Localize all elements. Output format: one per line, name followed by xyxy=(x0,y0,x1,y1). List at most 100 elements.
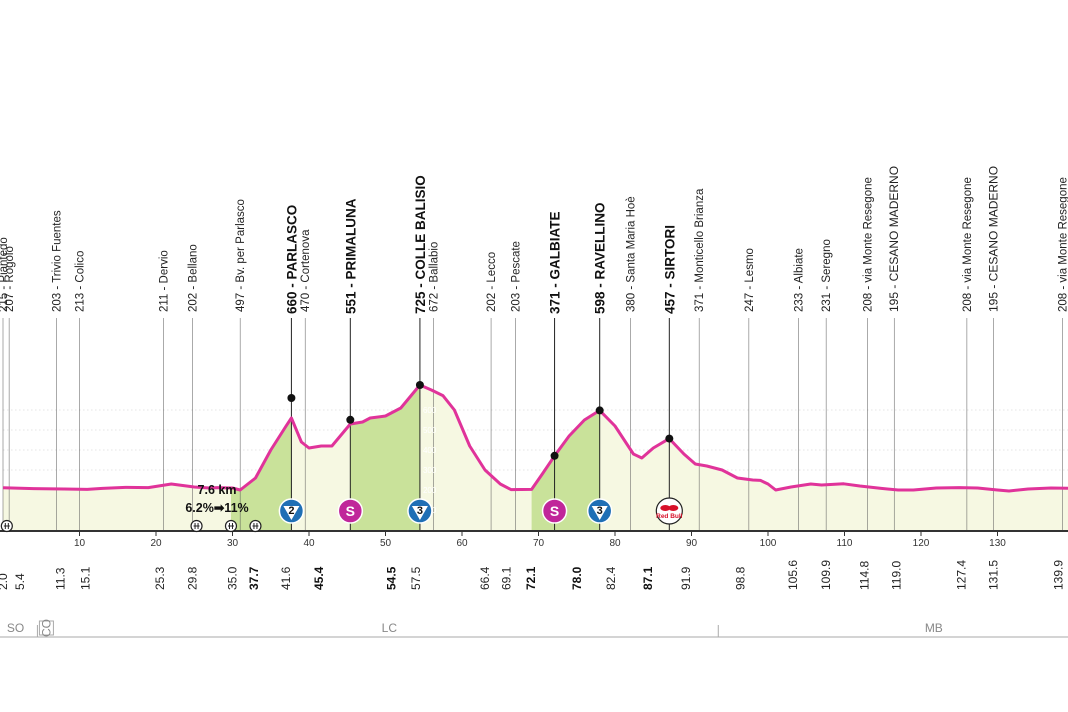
place-label: 213 - Colico xyxy=(75,251,87,312)
km-label: 15.1 xyxy=(79,566,93,590)
climb-segment-fill xyxy=(230,418,292,530)
place-label: 215 - Piantedo xyxy=(0,237,10,312)
km-label: 98.8 xyxy=(733,566,747,590)
km-label: 78.0 xyxy=(570,566,584,590)
km-label: 35.0 xyxy=(226,566,240,590)
place-label: 247 - Lesmo xyxy=(744,248,756,312)
kom-triangle-icon xyxy=(283,506,300,520)
kom-triangle-icon xyxy=(591,506,608,520)
place-label: 233 - Albiate xyxy=(794,248,806,312)
axis-tick-label: 40 xyxy=(303,538,315,549)
km-label: 29.8 xyxy=(186,566,200,590)
place-label: 203 - Trivio Fuentes xyxy=(52,210,64,312)
red-bull-marker xyxy=(655,497,683,525)
place-label: 497 - Bv. per Parlasco xyxy=(235,199,247,312)
km-label: 69.1 xyxy=(499,566,513,590)
axis-tick-label: 20 xyxy=(150,538,162,549)
peak-label: 551 - PRIMALUNA xyxy=(343,198,358,314)
distance-axis: 10203040506070809010011012013014 xyxy=(0,530,1068,549)
km-label: 37.7 xyxy=(247,566,261,590)
peak-dot xyxy=(415,381,424,389)
leader-lines xyxy=(2,318,1063,530)
axis-tick-label: 50 xyxy=(380,538,392,549)
climb-length: 7.6 km xyxy=(198,483,237,497)
red-bull-label: Red Bull xyxy=(656,513,683,520)
category-markers: 2 S 3 S 3 Red Bull xyxy=(278,497,683,525)
kom-marker-label: 2 xyxy=(288,505,294,517)
axis-tick-label: 60 xyxy=(456,538,468,549)
km-label: 114.8 xyxy=(857,561,871,590)
peak-dot xyxy=(346,415,355,424)
km-label: 131.5 xyxy=(987,560,1001,590)
province-label: MB xyxy=(925,621,943,635)
altitude-tick-label: 400 xyxy=(423,446,437,455)
km-label: 57.5 xyxy=(409,566,423,590)
altitude-tick-label: 600 xyxy=(423,406,437,415)
km-label: 25.3 xyxy=(153,566,167,590)
place-label: 203 - Pescate xyxy=(511,241,523,312)
climb-gradient: 6.2%➡11% xyxy=(185,501,248,515)
km-label: 82.4 xyxy=(604,566,618,590)
co-province-label: CO xyxy=(39,619,53,637)
kom-triangle-icon xyxy=(411,506,428,520)
axis-tick-label: 70 xyxy=(533,538,545,549)
bull-icon xyxy=(668,505,679,511)
km-label: 105.6 xyxy=(786,560,800,590)
place-label: 202 - Lecco xyxy=(486,252,498,312)
place-label: 208 - via Monte Resegone xyxy=(1058,177,1068,312)
km-label: 139.9 xyxy=(1052,560,1066,590)
km-label: 11.3 xyxy=(53,567,67,590)
province-strip: CO SO LC MB xyxy=(0,619,1068,638)
place-label: 211 - Dervio xyxy=(159,250,171,312)
sprint-marker xyxy=(541,498,568,524)
province-label: SO xyxy=(7,621,24,635)
co-province-box xyxy=(38,620,54,636)
profile-line xyxy=(2,383,1068,493)
bull-icon xyxy=(660,505,671,511)
profile-line-layer xyxy=(2,383,1068,493)
axis-tick-label: 30 xyxy=(227,538,239,549)
profile-area-layer xyxy=(3,385,1068,530)
km-label: 2.0 xyxy=(0,573,10,590)
peak-dot xyxy=(550,451,559,460)
place-label: 380 - Santa Maria Hoè xyxy=(625,196,637,312)
place-label: 195 - CESANO MADERNO xyxy=(887,166,901,312)
climb-info-annotation: 7.6 km 6.2%➡11% xyxy=(185,483,248,515)
peak-label: 660 - PARLASCO xyxy=(284,205,299,314)
climb-segment-fill xyxy=(350,385,420,530)
peak-label: 598 - RAVELLINO xyxy=(593,202,608,314)
sprint-marker-label: S xyxy=(346,503,355,519)
altitude-tick-label: 300 xyxy=(423,466,437,475)
km-label: 45.4 xyxy=(312,566,326,590)
km-label: 91.9 xyxy=(679,566,693,590)
km-labels: 2.0 5.4 11.3 15.1 25.3 29.8 35.0 37.7 41.6 45.4 54… xyxy=(0,560,1066,590)
km-label: 119.0 xyxy=(890,561,904,590)
peak-dot xyxy=(665,434,674,443)
sprint-marker-label: S xyxy=(550,503,559,519)
peak-labels: 660 - PARLASCO 551 - PRIMALUNA 725 - COLLE… xyxy=(284,175,677,314)
axis-tick-label: 100 xyxy=(760,538,777,549)
place-label: 208 - via Monte Resegone xyxy=(862,177,874,312)
peak-dots xyxy=(287,381,674,460)
kom-marker-label: 3 xyxy=(417,505,423,517)
km-label: 41.6 xyxy=(279,566,293,590)
peak-label: 725 - COLLE BALISIO xyxy=(413,175,428,314)
place-label: 207 - Rogolo xyxy=(4,246,16,312)
km-label: 127.4 xyxy=(955,560,969,590)
axis-tick-label: 90 xyxy=(686,538,698,549)
km-label: 5.4 xyxy=(13,573,27,590)
axis-tick-label: 130 xyxy=(989,538,1006,549)
altitude-tick-label: 200 xyxy=(423,486,437,495)
km-label: 109.9 xyxy=(819,560,833,590)
railway-crossings xyxy=(0,519,262,533)
place-label: 208 - via Monte Resegone xyxy=(962,177,974,312)
peak-dot xyxy=(287,394,296,402)
peak-dot xyxy=(595,406,604,415)
peak-label: 457 - SIRTORI xyxy=(662,225,677,314)
axis-tick-label: 110 xyxy=(837,538,853,549)
km-label: 66.4 xyxy=(478,566,492,590)
km-label: 54.5 xyxy=(385,566,399,590)
km-label: 72.1 xyxy=(524,566,538,590)
